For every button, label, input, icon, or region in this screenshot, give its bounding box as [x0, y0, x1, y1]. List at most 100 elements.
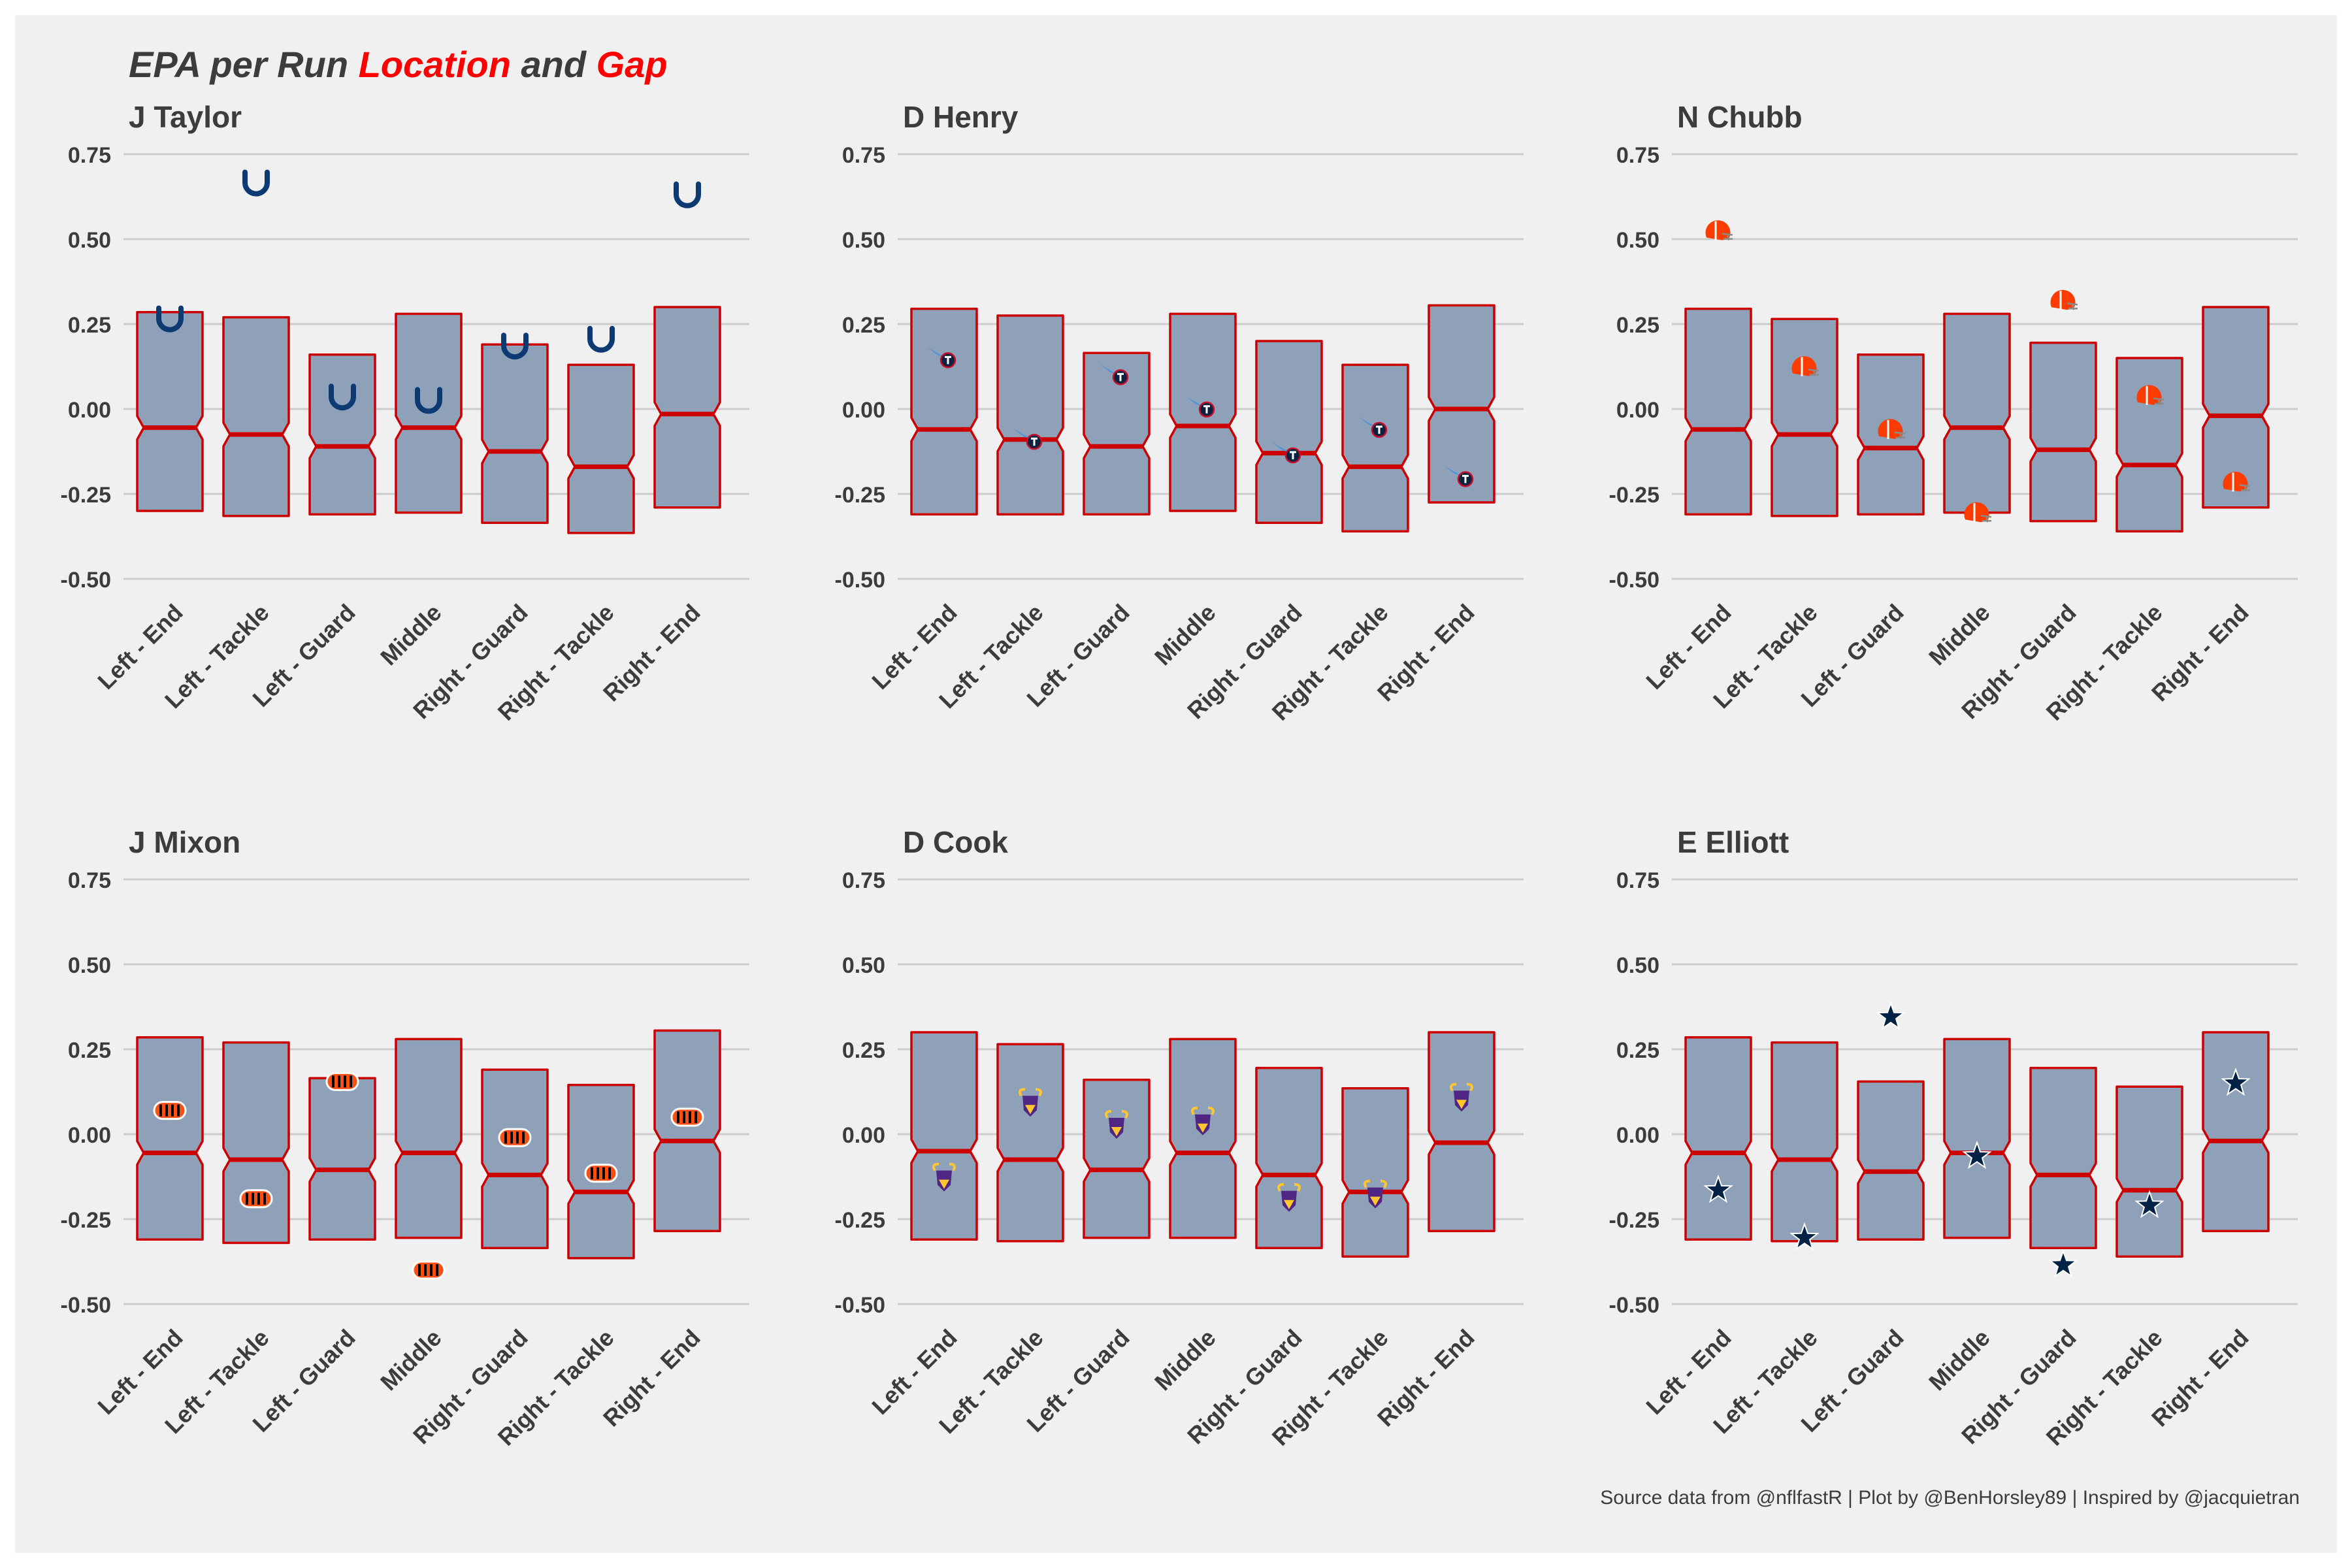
browns-helmet-icon: [2223, 471, 2251, 492]
box: [996, 1043, 1064, 1243]
box: [996, 314, 1064, 515]
box: [136, 311, 204, 512]
box: [2115, 357, 2183, 532]
box: [653, 306, 721, 509]
y-tick-label: -0.25: [61, 1208, 112, 1233]
facet-title: D Cook: [903, 825, 1008, 859]
y-tick-label: -0.50: [1609, 568, 1660, 593]
horseshoe-icon: [415, 387, 442, 414]
horseshoe-icon: [674, 181, 701, 208]
box: [308, 1077, 376, 1241]
y-tick-label: 0.25: [842, 1038, 885, 1063]
box: [1684, 1036, 1752, 1241]
facet-panel: E Elliott0.750.500.250.00-0.25-0.50Left …: [1609, 825, 2298, 1451]
star-icon: [1962, 1140, 1992, 1169]
titans-logo-icon: [1100, 364, 1129, 385]
box: [2029, 1066, 2097, 1249]
box: [136, 1036, 204, 1241]
y-tick-label: 0.75: [68, 143, 111, 168]
y-tick-label: 0.75: [842, 868, 885, 893]
y-tick-label: 0.50: [68, 228, 111, 253]
horseshoe-icon: [329, 384, 356, 411]
source-caption: Source data from @nflfastR | Plot by @Be…: [1600, 1487, 2300, 1509]
titans-logo-icon: [1358, 417, 1388, 438]
box: [222, 1041, 290, 1245]
star-icon: [1703, 1174, 1733, 1203]
facet-title: J Mixon: [129, 825, 240, 859]
titans-logo-icon: [1186, 396, 1215, 418]
y-tick-label: 0.50: [842, 228, 885, 253]
horseshoe-icon: [156, 305, 184, 333]
vikings-logo-icon: [1105, 1110, 1128, 1139]
y-tick-label: -0.25: [1609, 483, 1660, 508]
browns-helmet-icon: [2136, 385, 2164, 406]
browns-helmet-icon: [2050, 289, 2078, 310]
y-tick-label: -0.50: [835, 568, 886, 593]
box: [222, 316, 290, 517]
y-tick-label: 0.00: [68, 1123, 111, 1148]
y-tick-label: 0.25: [1616, 1038, 1659, 1063]
y-tick-label: 0.50: [1616, 228, 1659, 253]
titans-logo-icon: [1013, 429, 1043, 450]
vikings-logo-icon: [1277, 1183, 1301, 1212]
x-tick-label: Middle: [1923, 1324, 1995, 1396]
vikings-logo-icon: [932, 1162, 956, 1192]
star-icon: [2134, 1190, 2164, 1218]
browns-helmet-icon: [1705, 220, 1733, 240]
x-tick-label: Middle: [1149, 599, 1221, 671]
chart-title: EPA per Run Location and Gap: [129, 43, 668, 86]
facet-title: D Henry: [903, 100, 1019, 134]
box: [1341, 363, 1409, 532]
box: [653, 1029, 721, 1232]
box: [910, 307, 978, 515]
y-tick-label: 0.75: [1616, 143, 1659, 168]
y-tick-label: -0.50: [61, 1293, 112, 1318]
y-tick-label: 0.50: [68, 953, 111, 978]
box: [2202, 306, 2270, 509]
title-gap: Gap: [596, 44, 668, 85]
horseshoe-icon: [587, 325, 615, 353]
y-tick-label: 0.75: [842, 143, 885, 168]
star-icon: [1876, 1001, 1906, 1030]
box: [567, 363, 635, 534]
box: [2202, 1031, 2270, 1232]
y-tick-label: -0.50: [61, 568, 112, 593]
y-tick-label: -0.25: [1609, 1208, 1660, 1233]
y-tick-label: -0.25: [61, 483, 112, 508]
y-tick-label: -0.50: [1609, 1293, 1660, 1318]
bengals-logo-icon: [412, 1260, 446, 1280]
box: [1943, 312, 2011, 514]
titans-logo-icon: [927, 347, 956, 368]
y-tick-label: 0.00: [1616, 398, 1659, 423]
box: [1771, 1041, 1838, 1243]
facet-title: N Chubb: [1677, 100, 1803, 134]
browns-helmet-icon: [1964, 502, 1992, 523]
y-tick-label: 0.50: [1616, 953, 1659, 978]
box: [1857, 1080, 1925, 1241]
box: [1771, 318, 1838, 517]
bengals-logo-icon: [325, 1071, 359, 1091]
y-tick-label: 0.25: [1616, 313, 1659, 338]
x-tick-label: Middle: [375, 1324, 447, 1396]
box: [481, 1068, 549, 1249]
bengals-logo-icon: [498, 1128, 532, 1147]
box: [1428, 1031, 1495, 1232]
title-lead: EPA per Run: [129, 44, 349, 85]
titans-logo-icon: [1445, 466, 1474, 487]
y-tick-label: 0.75: [1616, 868, 1659, 893]
y-tick-label: 0.00: [1616, 1123, 1659, 1148]
browns-helmet-icon: [1878, 419, 1906, 440]
box: [2115, 1085, 2183, 1258]
box: [308, 353, 376, 515]
x-tick-label: Middle: [1923, 599, 1995, 671]
y-tick-label: 0.75: [68, 868, 111, 893]
box: [1255, 1066, 1323, 1249]
titans-logo-icon: [1272, 442, 1301, 464]
bengals-logo-icon: [670, 1107, 704, 1127]
